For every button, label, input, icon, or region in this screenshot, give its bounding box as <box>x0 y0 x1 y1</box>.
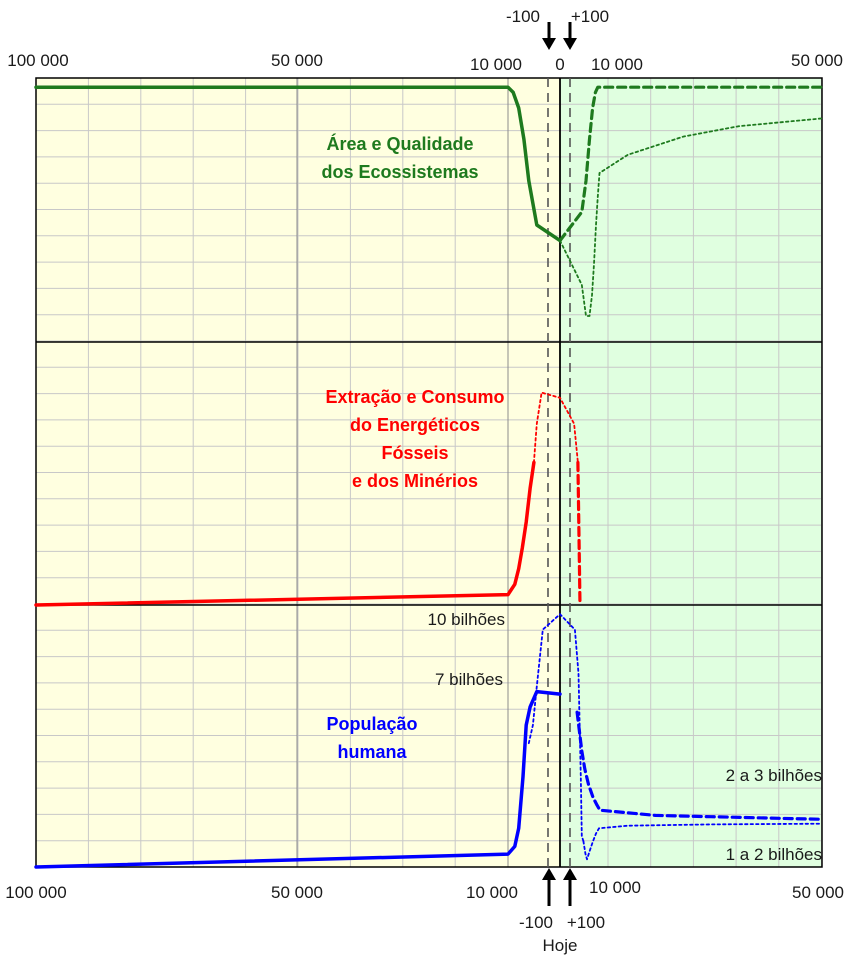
today-label: Hoje <box>543 936 578 955</box>
population-series-dotted <box>527 613 585 843</box>
top-tick-label: 50 000 <box>271 51 323 70</box>
pop-peak-label: 7 bilhões <box>435 670 503 689</box>
down-arrow-icon <box>542 22 556 50</box>
bottom-tick-label: 100 000 <box>5 883 66 902</box>
series-layer <box>34 85 824 869</box>
bottom-tick-label: 10 000 <box>466 883 518 902</box>
population-title: População <box>326 714 417 734</box>
bottom-tick-label: 10 000 <box>589 878 641 897</box>
population-series-dashed <box>575 710 824 821</box>
population-series-solid <box>34 689 562 869</box>
bottom-plus-label: +100 <box>567 913 605 932</box>
fossil-title: e dos Minérios <box>352 471 478 491</box>
pop-high-peak-label: 10 bilhões <box>427 610 505 629</box>
top-tick-label: 10 000 <box>470 55 522 74</box>
fossil-series-dotted <box>533 391 579 464</box>
top-tick-label: 50 000 <box>791 51 843 70</box>
population-title: humana <box>337 742 407 762</box>
grid-layer <box>35 77 823 868</box>
pop-future-high-label: 2 a 3 bilhões <box>726 766 822 785</box>
bottom-minus-label: -100 <box>519 913 553 932</box>
ecosystems-title: dos Ecossistemas <box>321 162 478 182</box>
ecosystems-series-dotted <box>559 117 823 317</box>
top-tick-label: 10 000 <box>591 55 643 74</box>
ecosystems-series-dashed <box>558 85 824 243</box>
top-minus-label: -100 <box>506 7 540 26</box>
ecosystems-series-solid <box>34 85 562 243</box>
up-arrow-icon <box>563 868 577 906</box>
population-series-dotted <box>582 822 823 861</box>
plot-frame <box>35 77 823 868</box>
fossil-title: Extração e Consumo <box>325 387 504 407</box>
pop-future-low-label: 1 a 2 bilhões <box>726 845 822 864</box>
down-arrow-icon <box>563 22 577 50</box>
fossil-series-dashed <box>576 460 582 607</box>
fossil-title: Fósseis <box>381 443 448 463</box>
top-tick-label: 100 000 <box>7 51 68 70</box>
fossil-series-solid <box>34 460 536 607</box>
top-plus-label: +100 <box>571 7 609 26</box>
fossil-title: do Energéticos <box>350 415 480 435</box>
up-arrow-icon <box>542 868 556 906</box>
ecosystems-title: Área e Qualidade <box>326 133 473 154</box>
top-center-label: 0 <box>555 55 564 74</box>
text-layer: 100 000 50 000 10 000 0 10 000 50 000 -100 +100… <box>5 7 844 955</box>
bottom-tick-label: 50 000 <box>792 883 844 902</box>
bottom-tick-label: 50 000 <box>271 883 323 902</box>
